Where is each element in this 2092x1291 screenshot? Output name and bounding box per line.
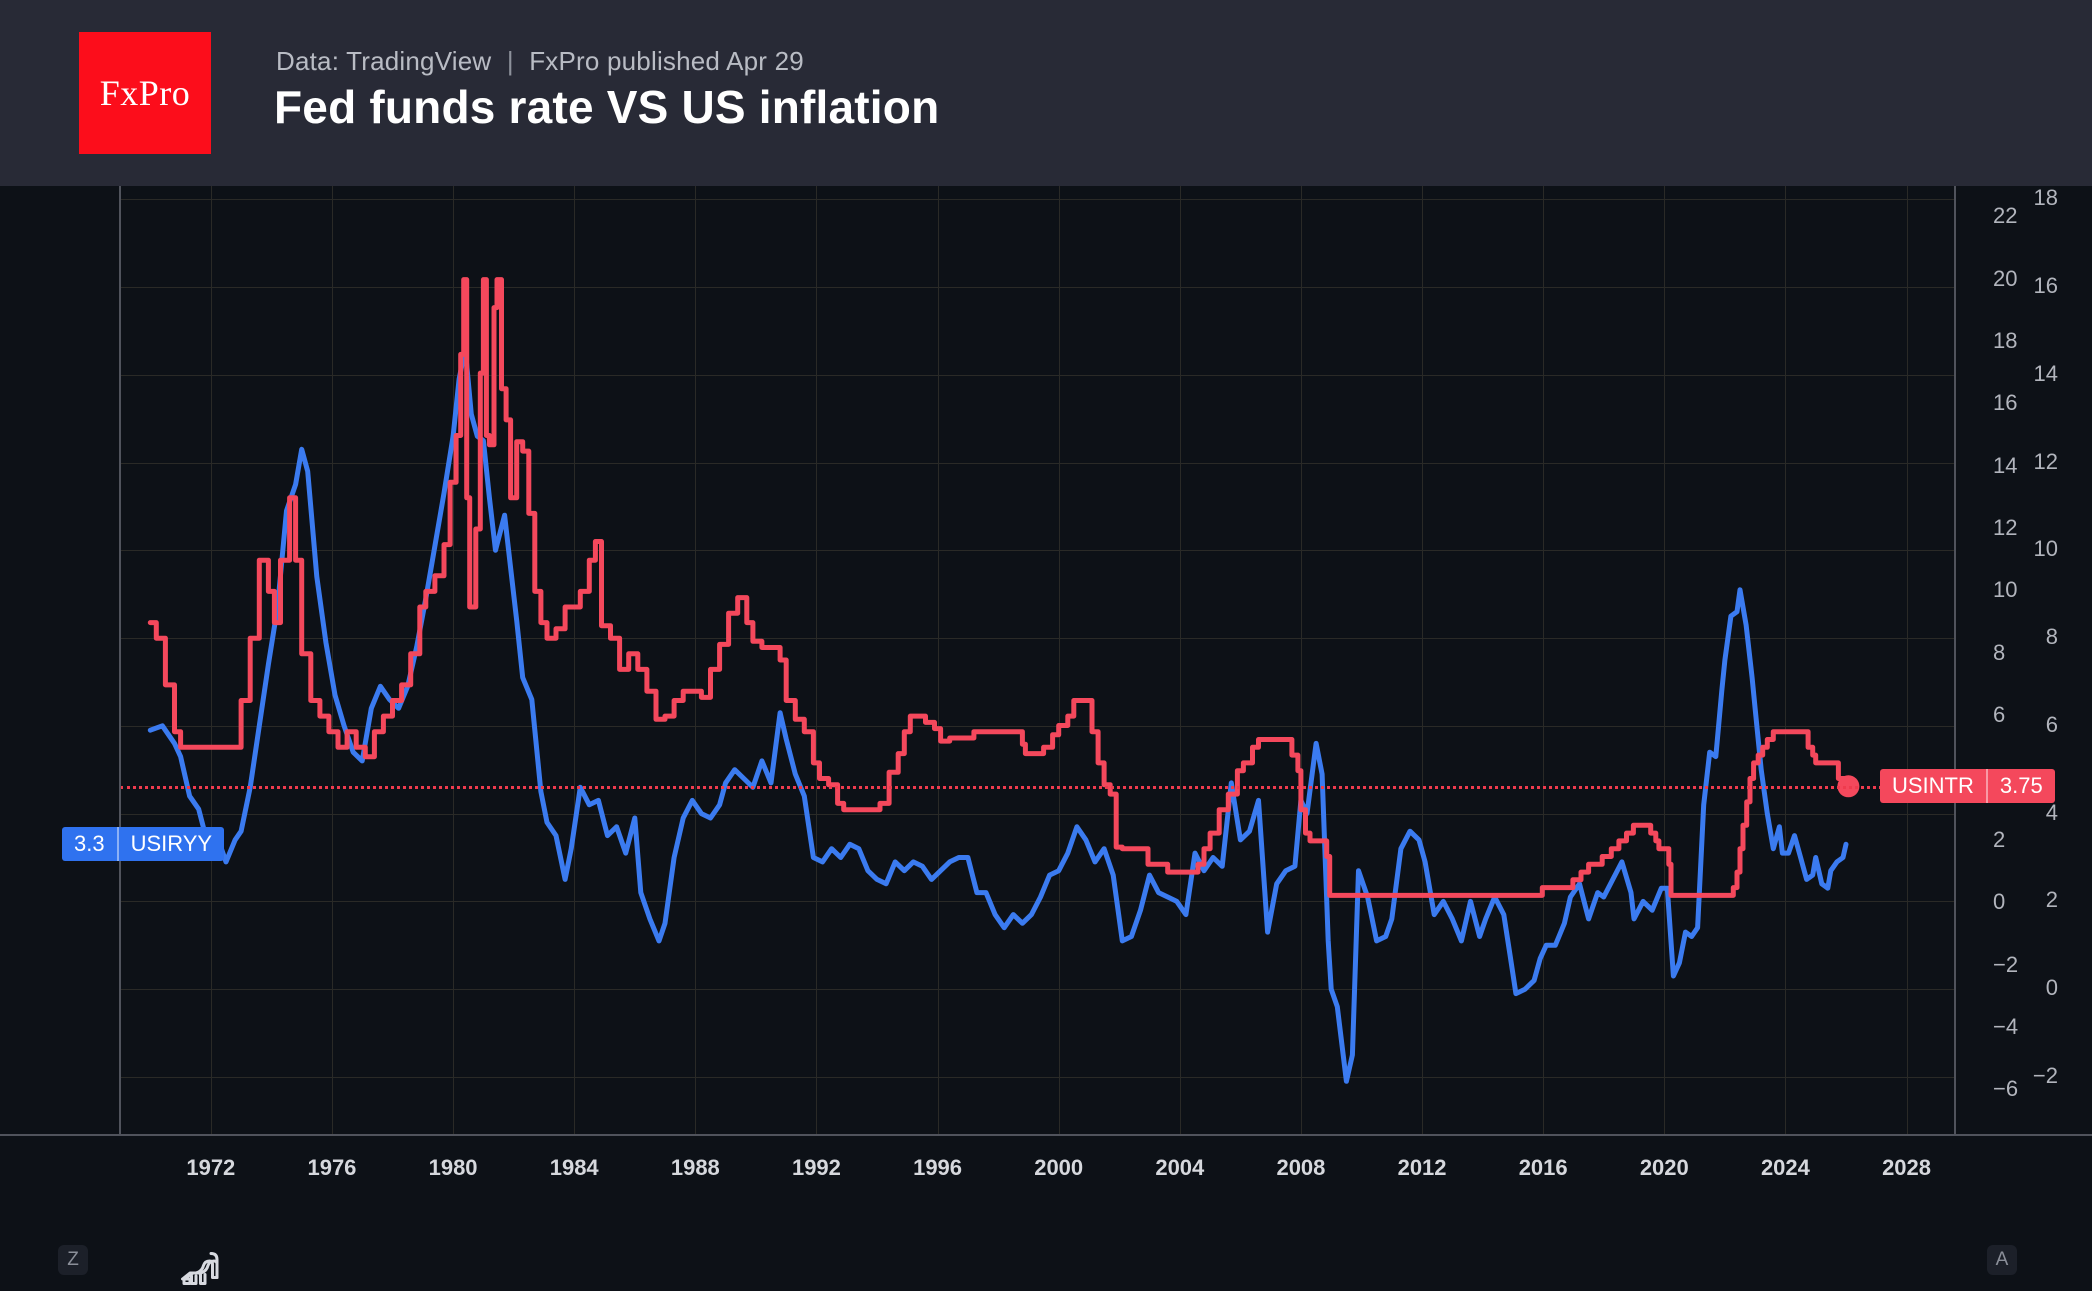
status-badge-inflation[interactable]: 3.3 USIRYY [62, 827, 225, 862]
left-axis-tick-label: 2 [2045, 887, 2058, 913]
data-source-label: Data: TradingView [276, 46, 492, 76]
series-layer [147, 277, 1860, 1084]
right-axis-tick-label: −2 [1993, 951, 2019, 977]
gridline-vertical [695, 186, 696, 1134]
time-axis-tick-label: 2016 [1518, 1155, 1568, 1180]
time-axis-tick-label: 1988 [670, 1155, 720, 1180]
left-axis-tick-label: 4 [2045, 799, 2058, 825]
gridline-horizontal [120, 726, 1955, 727]
right-axis-tick-label: 14 [1993, 452, 2018, 478]
right-axis-tick-label: 10 [1993, 577, 2018, 603]
time-axis-tick-label: 1996 [913, 1155, 963, 1180]
logo-text: FxPro [99, 73, 191, 113]
left-axis-tick-label: 16 [2033, 272, 2058, 298]
gridline-horizontal [120, 463, 1955, 464]
right-axis-tick-label: 16 [1993, 390, 2018, 416]
gridline-horizontal [120, 375, 1955, 376]
left-axis-tick-label: −2 [2032, 1062, 2058, 1088]
left-axis-separator [119, 186, 121, 1134]
gridline-vertical [1059, 186, 1060, 1134]
right-axis-tick-label: 6 [1993, 702, 2006, 728]
time-axis-tick-label: 1984 [549, 1155, 599, 1180]
right-axis-tick-label: 0 [1993, 889, 2006, 915]
time-axis-tick-label: 2012 [1397, 1155, 1447, 1180]
auto-scale-chip[interactable]: A [1987, 1245, 2017, 1275]
status-badge-rate[interactable]: USINTR 3.75 [1880, 769, 2055, 804]
series-line-usiryy [147, 345, 1849, 1084]
zoom-out-chip[interactable]: Z [58, 1245, 88, 1275]
dinosaur-icon[interactable] [178, 1249, 226, 1291]
current-price-line [120, 786, 1955, 790]
time-axis-tick-label: 2008 [1276, 1155, 1326, 1180]
time-axis-tick-label: 2000 [1034, 1155, 1084, 1180]
right-axis-tick-label: 22 [1993, 203, 2018, 229]
left-axis-tick-label: 18 [2033, 185, 2058, 211]
time-axis-tick-label: 1992 [791, 1155, 841, 1180]
right-axis-separator [1954, 186, 1956, 1134]
subtitle-separator: | [506, 46, 514, 76]
right-axis-tick-label: 12 [1993, 515, 2018, 541]
gridline-vertical [1422, 186, 1423, 1134]
badge-red-value: 3.75 [1999, 773, 2043, 799]
left-axis-tick-label: 8 [2045, 624, 2058, 650]
gridline-horizontal [120, 550, 1955, 551]
plot-canvas[interactable] [120, 186, 1955, 1134]
time-axis-tick-label: 2020 [1639, 1155, 1689, 1180]
page-header: FxPro Data: TradingView | FxPro publishe… [0, 0, 2092, 186]
left-price-axis[interactable] [0, 186, 120, 1134]
right-axis-tick-label: −6 [1993, 1076, 2019, 1102]
gridline-horizontal [120, 989, 1955, 990]
time-axis-tick-label: 1972 [186, 1155, 236, 1180]
gridline-horizontal [120, 1077, 1955, 1078]
time-axis-tick-label: 2004 [1155, 1155, 1205, 1180]
left-axis-tick-label: 14 [2033, 360, 2058, 386]
page-title: Fed funds rate VS US inflation [274, 81, 940, 133]
left-axis-tick-label: 0 [2045, 975, 2058, 1001]
gridline-vertical [1907, 186, 1908, 1134]
chart-subtitle: Data: TradingView | FxPro published Apr … [276, 46, 804, 77]
right-axis-tick-label: 8 [1993, 639, 2006, 665]
time-axis-separator [0, 1134, 2092, 1136]
right-axis-tick-label: −4 [1993, 1013, 2019, 1039]
gridline-vertical [938, 186, 939, 1134]
time-axis-tick-label: 2028 [1882, 1155, 1932, 1180]
series-line-usintr [147, 277, 1851, 898]
gridline-vertical [1664, 186, 1665, 1134]
gridline-vertical [453, 186, 454, 1134]
badge-red-symbol: USINTR [1892, 773, 1974, 799]
left-axis-tick-label: 10 [2033, 536, 2058, 562]
right-price-axis[interactable] [1955, 186, 2092, 1134]
right-axis-tick-label: 20 [1993, 265, 2018, 291]
right-axis-tick-label: 18 [1993, 327, 2018, 353]
gridline-horizontal [120, 199, 1955, 200]
gridline-vertical [1301, 186, 1302, 1134]
gridline-horizontal [120, 814, 1955, 815]
gridline-horizontal [120, 287, 1955, 288]
time-axis-tick-label: 1976 [307, 1155, 357, 1180]
gridline-vertical [211, 186, 212, 1134]
gridline-vertical [1180, 186, 1181, 1134]
left-axis-tick-label: 12 [2033, 448, 2058, 474]
gridline-vertical [1785, 186, 1786, 1134]
gridline-horizontal [120, 638, 1955, 639]
badge-blue-symbol: USIRYY [130, 831, 213, 857]
badge-blue-divider [116, 827, 119, 862]
right-axis-tick-label: 2 [1993, 826, 2006, 852]
time-axis-tick-label: 1980 [428, 1155, 478, 1180]
badge-blue-value: 3.3 [74, 831, 105, 857]
gridline-vertical [332, 186, 333, 1134]
badge-red-divider [1985, 769, 1988, 804]
fxpro-logo: FxPro [79, 32, 211, 154]
time-axis-tick-label: 2024 [1760, 1155, 1810, 1180]
publisher-label: FxPro published Apr 29 [529, 46, 804, 76]
gridline-vertical [574, 186, 575, 1134]
gridline-vertical [816, 186, 817, 1134]
gridline-vertical [1543, 186, 1544, 1134]
left-axis-tick-label: 6 [2045, 711, 2058, 737]
